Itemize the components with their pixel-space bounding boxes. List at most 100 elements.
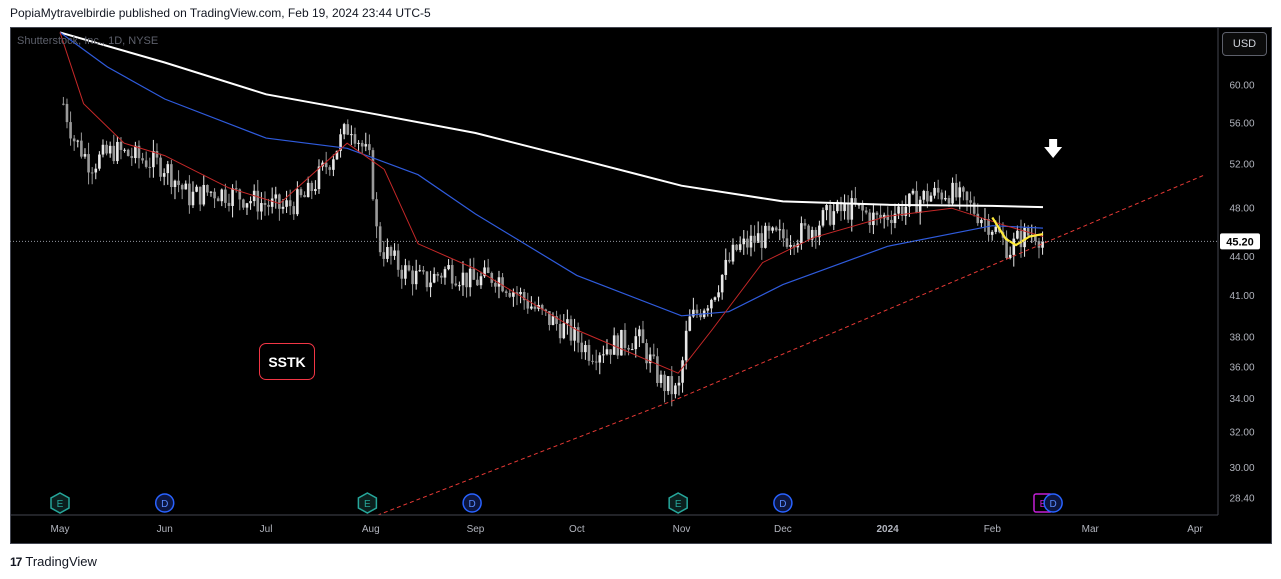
candle (263, 191, 267, 216)
candle (414, 259, 418, 290)
price-axis[interactable]: 60.00 56.00 52.00 48.00 44.00 41.00 38.00 36.00… (1217, 27, 1255, 515)
svg-text:E: E (364, 499, 371, 510)
candle (274, 186, 278, 209)
y-tick-label: 28.40 (1229, 494, 1254, 505)
candle (292, 201, 296, 220)
tradingview-brand[interactable]: TradingView (25, 554, 97, 569)
candle (476, 272, 479, 286)
candle (713, 296, 717, 302)
publication-header: PopiaMytravelbirdie published on Trading… (10, 6, 431, 20)
candle (494, 279, 497, 293)
candle (785, 229, 789, 249)
y-tick-label: 56.00 (1229, 119, 1254, 130)
candle (360, 140, 364, 155)
earnings-event-icon[interactable]: E (50, 492, 70, 514)
x-tick-label: Sep (467, 524, 485, 535)
candle (152, 139, 155, 178)
candle (195, 184, 198, 193)
candle (411, 265, 414, 296)
candle (314, 180, 317, 195)
candle (976, 203, 980, 226)
candlestick-series (62, 96, 1044, 407)
candle (897, 203, 900, 220)
candle (548, 311, 551, 331)
candle (188, 175, 191, 214)
candle (872, 203, 875, 235)
svg-text:D: D (779, 499, 786, 510)
candle (962, 185, 965, 201)
y-tick-label: 38.00 (1229, 333, 1254, 344)
candle (580, 333, 584, 360)
candle (378, 222, 382, 257)
price-chart[interactable]: 60.00 56.00 52.00 48.00 44.00 41.00 38.00 36.00… (10, 27, 1272, 544)
candle (915, 181, 918, 214)
candle (1041, 231, 1044, 255)
candle (1008, 246, 1012, 260)
candle (242, 198, 245, 210)
candle (882, 212, 886, 229)
symbol-label: Shutterstock, Inc., 1D, NYSE (17, 35, 159, 47)
candle (753, 225, 756, 252)
ema20-line (59, 32, 1044, 374)
candle (162, 168, 166, 186)
candle (357, 140, 360, 153)
dividend-event-icon[interactable]: D (462, 493, 482, 513)
candle (238, 188, 242, 211)
candle (436, 272, 440, 282)
candle (954, 174, 958, 201)
earnings-event-icon[interactable]: E (357, 492, 378, 514)
dividend-event-icon[interactable]: D (1043, 493, 1063, 513)
candle (695, 304, 699, 318)
candle (80, 132, 83, 159)
moving-average-lines (59, 31, 1044, 374)
x-tick-label: Dec (774, 524, 792, 535)
candle (706, 305, 710, 317)
candle (317, 159, 321, 194)
candle (890, 210, 893, 235)
candle (980, 217, 983, 228)
earnings-event-icon[interactable]: E (668, 492, 688, 514)
x-tick-label: 2024 (876, 524, 899, 535)
candle (681, 356, 684, 393)
candle (526, 292, 530, 314)
candle (670, 366, 674, 407)
dividend-event-icon[interactable]: D (773, 493, 793, 513)
down-arrow-annotation (1044, 139, 1063, 158)
candle (875, 211, 879, 226)
candle (249, 196, 252, 210)
x-tick-label: Nov (673, 524, 691, 535)
candle (170, 159, 173, 195)
tradingview-logo-icon[interactable]: 17 (10, 554, 22, 569)
candle (839, 196, 843, 221)
candle (429, 270, 432, 298)
candle (652, 343, 656, 360)
candle (425, 270, 429, 292)
candle (504, 289, 508, 297)
candle (918, 196, 922, 225)
candle (339, 128, 342, 158)
y-tick-label: 48.00 (1229, 204, 1254, 215)
svg-text:E: E (675, 499, 682, 510)
chart-frame (10, 27, 1272, 544)
candle (821, 207, 825, 228)
time-axis[interactable]: May Jun Jul Aug Sep Oct Nov Dec 2024 Feb Mar Apr (10, 514, 1218, 535)
candle (94, 163, 98, 180)
candle (62, 96, 65, 106)
trendline-group (10, 174, 1218, 515)
candle (364, 132, 368, 152)
y-tick-label: 60.00 (1229, 81, 1254, 92)
candle (123, 148, 126, 153)
dividend-event-icon[interactable]: D (154, 493, 175, 513)
candle (724, 248, 728, 280)
candle (566, 309, 569, 335)
candle (278, 193, 281, 221)
candle (760, 225, 764, 260)
candle (375, 192, 378, 239)
candle (368, 134, 371, 156)
candle (720, 274, 724, 300)
currency-button[interactable]: USD (1222, 32, 1267, 56)
x-tick-label: Jun (157, 524, 173, 535)
candle (778, 219, 782, 241)
candle (630, 343, 634, 351)
